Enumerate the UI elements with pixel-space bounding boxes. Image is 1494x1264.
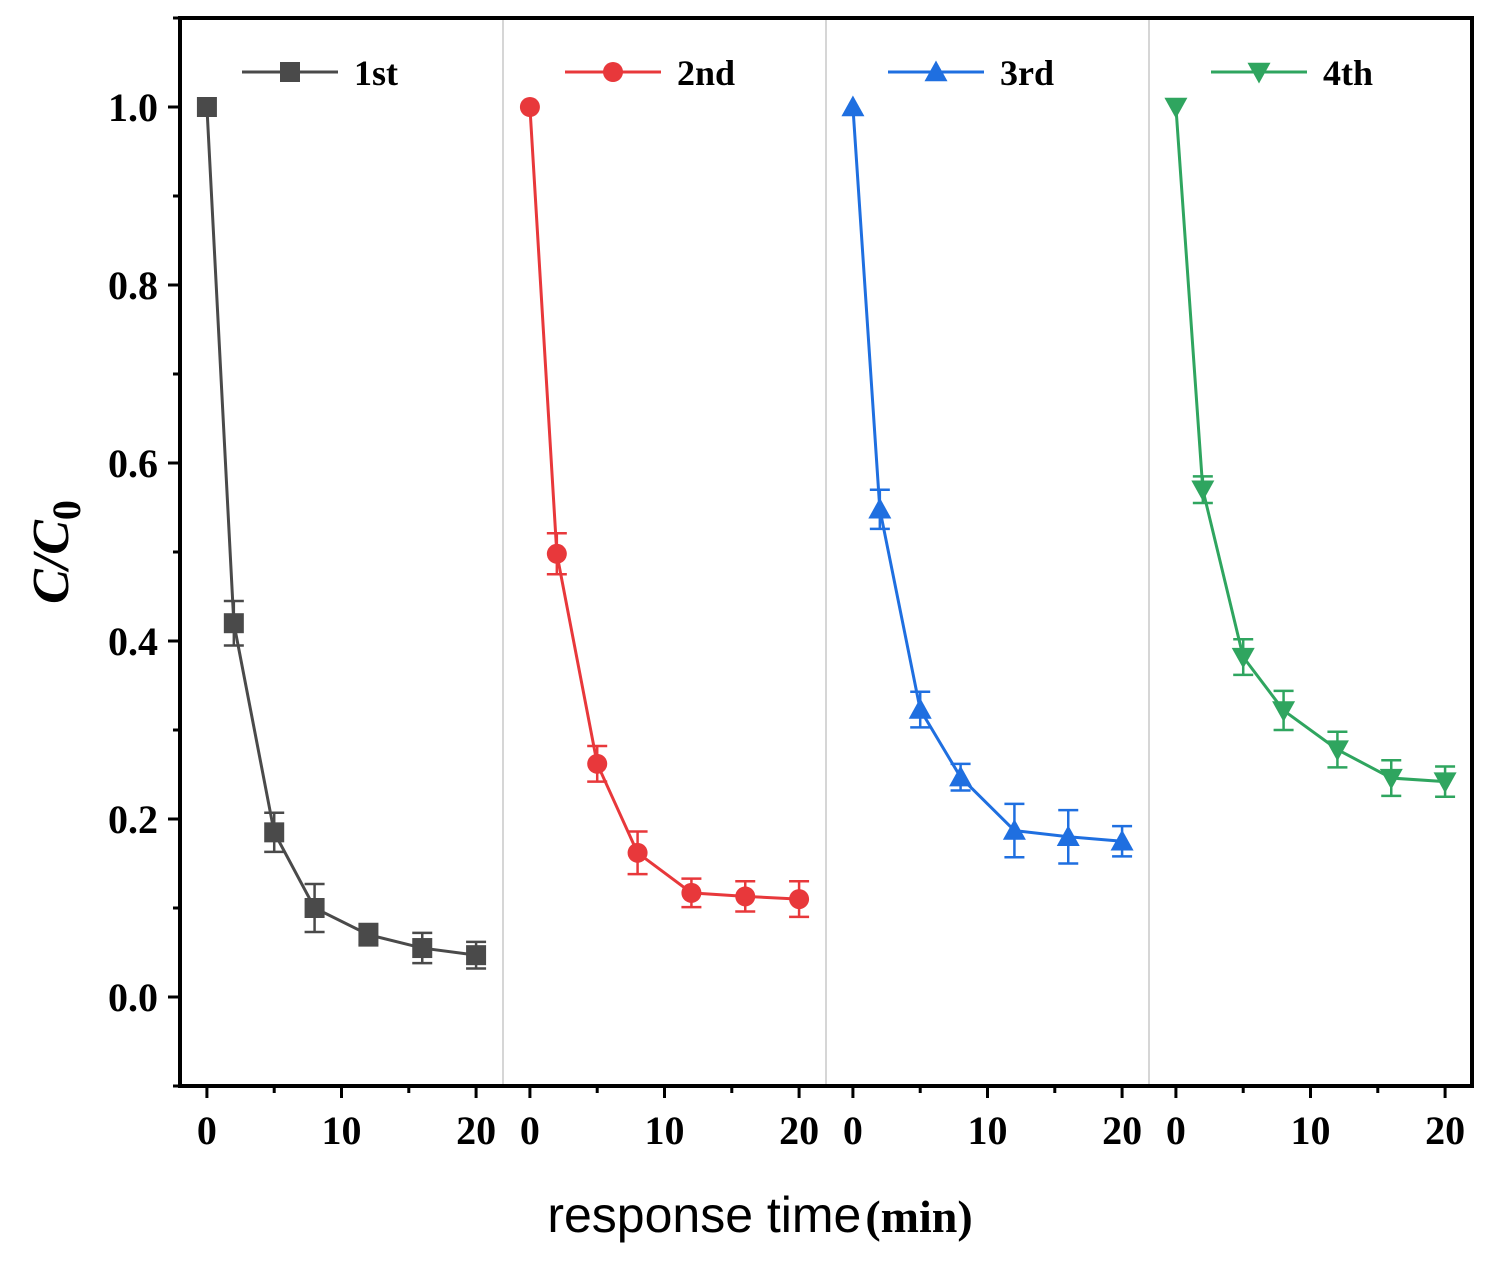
data-point bbox=[1231, 647, 1255, 669]
data-point bbox=[412, 938, 433, 959]
x-tick-label: 10 bbox=[645, 1108, 685, 1153]
data-point bbox=[304, 898, 325, 918]
panel-separators bbox=[502, 18, 1150, 1086]
legend-label: 2nd bbox=[677, 53, 735, 93]
series-line bbox=[528, 106, 800, 901]
legend-marker bbox=[924, 60, 948, 82]
y-tick-label: 0.4 bbox=[108, 619, 158, 664]
y-tick-label: 0.6 bbox=[108, 441, 158, 486]
x-tick-label: 10 bbox=[968, 1108, 1008, 1153]
data-point bbox=[908, 698, 932, 719]
x-tick-label: 20 bbox=[779, 1108, 819, 1153]
data-point bbox=[1272, 701, 1296, 722]
data-point bbox=[868, 497, 892, 519]
legend-entry-4th: 4th bbox=[1211, 53, 1373, 93]
data-point bbox=[627, 842, 648, 863]
data-point bbox=[358, 924, 379, 945]
x-tick-label: 0 bbox=[843, 1108, 863, 1153]
x-tick-label: 20 bbox=[1425, 1108, 1465, 1153]
legend-entry-3rd: 3rd bbox=[888, 53, 1054, 93]
y-tick-label: 0.2 bbox=[108, 797, 158, 842]
series-1st bbox=[196, 97, 487, 970]
x-axis-label-main: response time bbox=[547, 1187, 861, 1243]
data-point bbox=[1002, 819, 1026, 840]
y-axis: 0.0 0.2 0.4 0.6 0.8 1.0 bbox=[108, 16, 180, 1088]
data-point bbox=[949, 765, 973, 787]
y-tick-label: 0.8 bbox=[108, 263, 158, 308]
legend-label: 4th bbox=[1323, 53, 1373, 93]
x-tick-label: 20 bbox=[1102, 1108, 1142, 1153]
legend-layer: 1st 2nd 3rd 4th bbox=[242, 53, 1373, 93]
x-tick-label: 10 bbox=[322, 1108, 362, 1153]
series-3rd bbox=[841, 95, 1134, 865]
data-point bbox=[1191, 480, 1215, 502]
series-4th bbox=[1164, 97, 1457, 798]
y-tick-label: 0.0 bbox=[108, 975, 158, 1020]
legend-entry-1st: 1st bbox=[242, 53, 398, 93]
x-tick-label: 0 bbox=[1166, 1108, 1186, 1153]
legend-entry-2nd: 2nd bbox=[565, 53, 735, 93]
x-axis: 0 10 20 0 10 20 0 10 20 0 10 20 bbox=[197, 1086, 1465, 1153]
x-axis-label: response time (min) bbox=[547, 1187, 972, 1243]
x-tick-label: 20 bbox=[456, 1108, 496, 1153]
legend-label: 3rd bbox=[1000, 53, 1054, 93]
data-point bbox=[681, 882, 702, 903]
data-point bbox=[789, 889, 810, 910]
data-point bbox=[735, 886, 756, 907]
data-point bbox=[196, 97, 217, 117]
series-2nd bbox=[519, 97, 810, 919]
data-point bbox=[264, 822, 285, 843]
x-axis-label-unit: (min) bbox=[865, 1191, 972, 1242]
y-tick-label: 1.0 bbox=[108, 85, 158, 130]
legend-marker bbox=[1247, 62, 1271, 84]
x-tick-label: 0 bbox=[520, 1108, 540, 1153]
data-point bbox=[1110, 829, 1134, 851]
data-point bbox=[1056, 825, 1080, 846]
y-axis-label-subscript: 0 bbox=[44, 500, 89, 520]
data-point bbox=[1433, 772, 1457, 794]
data-point bbox=[841, 95, 865, 117]
data-point bbox=[1325, 740, 1349, 762]
y-axis-label: C/C0 bbox=[23, 500, 89, 604]
x-tick-label: 10 bbox=[1291, 1108, 1331, 1153]
legend-marker bbox=[280, 62, 300, 82]
data-point bbox=[466, 945, 487, 966]
data-point bbox=[1164, 97, 1188, 119]
data-point bbox=[519, 97, 540, 117]
data-point bbox=[546, 543, 567, 564]
data-point bbox=[587, 753, 608, 774]
data-point bbox=[1379, 768, 1403, 790]
legend-label: 1st bbox=[354, 53, 398, 93]
y-axis-label-main: C/C bbox=[23, 519, 80, 604]
legend-marker bbox=[603, 62, 623, 82]
series-line bbox=[205, 106, 477, 957]
series-line bbox=[1174, 106, 1446, 784]
x-tick-label: 0 bbox=[197, 1108, 217, 1153]
series-layer bbox=[196, 95, 1457, 970]
series-line bbox=[851, 106, 1123, 843]
data-point bbox=[223, 613, 244, 634]
